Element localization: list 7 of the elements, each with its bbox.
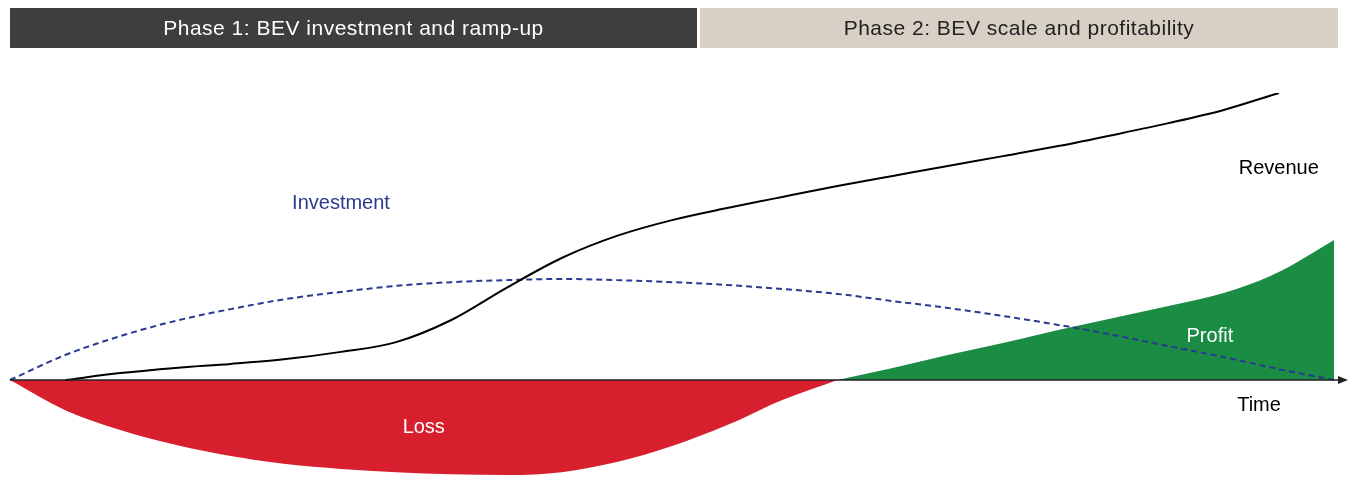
x-axis-title: Time (1237, 392, 1281, 415)
text: Phase 1: BEV investment and ramp-up (10, 8, 697, 48)
series-label: Profit (1186, 324, 1234, 347)
text: Revenue (1238, 155, 1319, 178)
series-label: Loss (402, 414, 445, 437)
text: Phase 2: BEV scale and profitability (700, 8, 1338, 48)
text: Investment (292, 191, 391, 214)
